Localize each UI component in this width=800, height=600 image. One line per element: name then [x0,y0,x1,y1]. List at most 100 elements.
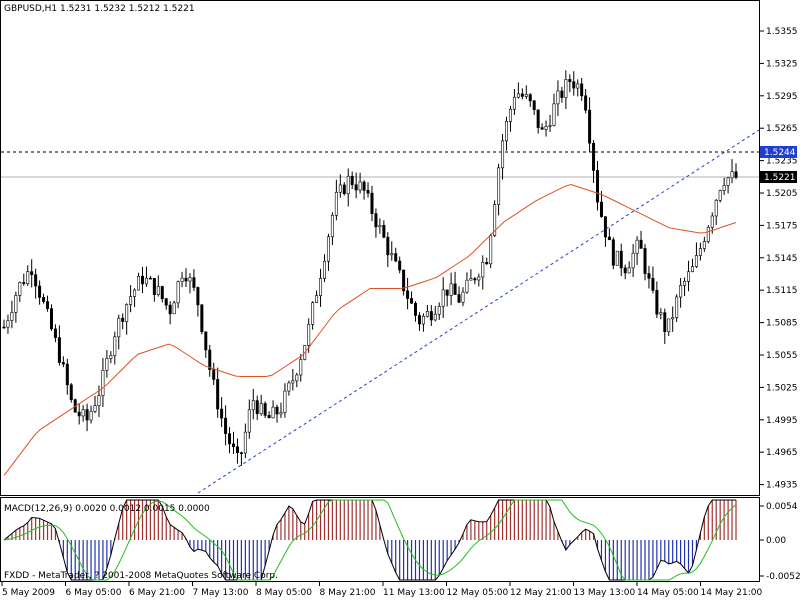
candle-body [326,236,330,262]
price-tick-label: 1.5325 [766,59,798,69]
main-chart-frame[interactable] [0,0,760,496]
candle-body [200,304,204,333]
candle-body [552,103,556,126]
candle-body [540,127,544,130]
candle-body [291,380,295,384]
price-tick-label: 1.4965 [766,448,798,458]
candle-body [639,239,643,249]
candle-body [89,411,93,421]
candle-body [366,190,370,194]
candle-body [235,446,239,453]
time-tick-label: 14 May 21:00 [701,588,763,598]
price-tick-label: 1.5055 [766,351,798,361]
candle-body [53,328,57,338]
candle-body [239,452,243,454]
candle-body [671,317,675,320]
candle-body [346,175,350,195]
macd-tick-label: -0.0052 [766,572,800,582]
price-tick-label: 1.5205 [766,189,798,199]
level-marker-box: 1.5244 [760,146,797,158]
candle-body [690,266,694,273]
candle-body [417,315,421,325]
price-tick-label: 1.5265 [766,124,798,134]
candle-body [473,278,477,281]
candle-body [61,362,65,365]
candle-body [627,267,631,274]
candle-body [710,215,714,228]
candle-body [398,260,402,271]
candle-body [635,239,639,254]
candle-body [164,298,168,306]
candle-body [152,277,156,295]
candle-body [643,248,647,274]
candle-body [647,273,651,279]
candle-body [160,286,164,300]
candle-body [38,285,42,298]
candle-body [137,275,141,291]
macd-label: MACD(12,26,9) 0.0020 0.0012 0.0015 0.000… [4,504,210,514]
candle-body [556,90,560,105]
candle-body [698,248,702,256]
candle-body [271,406,275,419]
candle-body [390,253,394,256]
candle-body [667,318,671,333]
candle-body [121,317,125,322]
candle-body [263,403,267,416]
candle-body [560,90,564,98]
time-tick-label: 8 May 21:00 [320,588,376,598]
candle-body [524,94,528,97]
candle-body [501,140,505,169]
candle-body [532,100,536,111]
price-tick-label: 1.5115 [766,286,798,296]
candle-body [568,79,572,83]
candle-body [196,287,200,306]
candle-body [275,406,279,415]
candle-body [57,337,61,363]
candle-body [93,405,97,412]
time-tick-label: 6 May 21:00 [129,588,185,598]
candle-body [734,171,738,178]
candle-body [596,170,600,203]
current-price-label: 1.5221 [764,173,796,183]
candle-body [231,443,235,448]
candle-body [212,369,216,380]
candle-body [319,278,323,296]
candle-body [105,358,109,371]
candle-body [69,384,73,400]
candle-body [528,94,532,102]
candle-body [481,261,485,278]
candle-body [445,289,449,296]
time-tick-label: 8 May 05:00 [256,588,312,598]
candle-body [311,302,315,325]
candle-body [188,277,192,282]
candle-body [564,79,568,98]
candle-body [109,355,113,359]
candle-body [283,390,287,413]
candle-body [338,184,342,193]
candle-body [382,225,386,238]
candle-body [485,261,489,265]
candles[interactable] [2,70,738,466]
candle-body [117,317,121,338]
candle-body [370,192,374,214]
candle-body [295,374,299,382]
candle-body [406,290,410,299]
candle-body [619,250,623,269]
candle-body [10,312,14,321]
candle-body [334,191,338,216]
candle-body [342,184,346,195]
candle-body [330,214,334,238]
candle-body [429,311,433,321]
candle-body [516,93,520,98]
price-tick-label: 1.5355 [766,27,798,37]
candle-body [548,125,552,127]
candle-body [133,289,137,297]
candle-body [129,296,133,305]
candle-body [655,290,659,315]
candle-body [449,283,453,296]
candle-body [457,294,461,303]
candle-body [65,363,69,386]
candle-body [702,241,706,249]
candle-body [30,271,34,275]
